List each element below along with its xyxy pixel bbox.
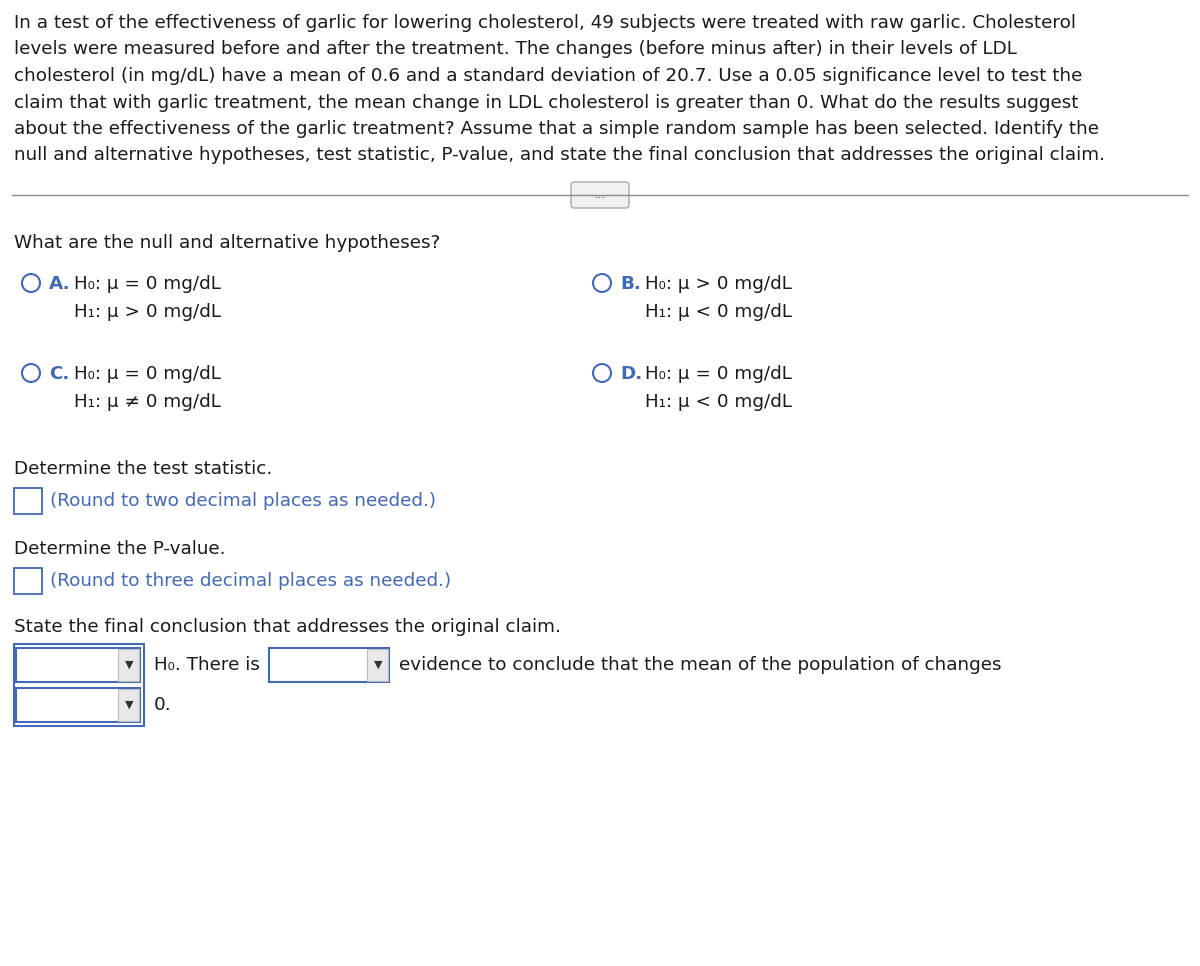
Bar: [14, 644, 144, 726]
Bar: [16, 688, 140, 722]
Text: Determine the P-value.: Determine the P-value.: [14, 540, 226, 558]
Text: levels were measured before and after the treatment. The changes (before minus a: levels were measured before and after th…: [14, 41, 1016, 59]
Text: 0.: 0.: [154, 696, 172, 714]
Text: H₀: μ = 0 mg/dL: H₀: μ = 0 mg/dL: [74, 365, 221, 383]
Bar: [118, 689, 139, 721]
Text: Determine the test statistic.: Determine the test statistic.: [14, 460, 272, 478]
Text: H₀: μ = 0 mg/dL: H₀: μ = 0 mg/dL: [74, 275, 221, 293]
Bar: [14, 568, 42, 594]
Text: B.: B.: [620, 275, 641, 293]
Text: In a test of the effectiveness of garlic for lowering cholesterol, 49 subjects w: In a test of the effectiveness of garlic…: [14, 14, 1076, 32]
Text: What are the null and alternative hypotheses?: What are the null and alternative hypoth…: [14, 234, 440, 252]
Text: ▼: ▼: [373, 660, 383, 670]
Text: (Round to three decimal places as needed.): (Round to three decimal places as needed…: [50, 572, 451, 590]
Text: H₀: μ > 0 mg/dL: H₀: μ > 0 mg/dL: [646, 275, 792, 293]
Text: H₁: μ < 0 mg/dL: H₁: μ < 0 mg/dL: [646, 393, 792, 411]
Text: C.: C.: [49, 365, 70, 383]
Text: (Round to two decimal places as needed.): (Round to two decimal places as needed.): [50, 492, 436, 510]
Circle shape: [22, 274, 40, 292]
Text: State the final conclusion that addresses the original claim.: State the final conclusion that addresse…: [14, 618, 560, 636]
Circle shape: [22, 364, 40, 382]
Text: ▼: ▼: [125, 700, 133, 710]
Text: ▼: ▼: [125, 660, 133, 670]
Bar: [16, 648, 140, 682]
Text: claim that with garlic treatment, the mean change in LDL cholesterol is greater : claim that with garlic treatment, the me…: [14, 94, 1079, 111]
Bar: [14, 488, 42, 514]
Bar: [367, 649, 388, 681]
Text: H₁: μ ≠ 0 mg/dL: H₁: μ ≠ 0 mg/dL: [74, 393, 221, 411]
Bar: [118, 649, 139, 681]
FancyBboxPatch shape: [571, 182, 629, 208]
Circle shape: [593, 274, 611, 292]
Text: H₁: μ > 0 mg/dL: H₁: μ > 0 mg/dL: [74, 303, 221, 321]
Text: A.: A.: [49, 275, 71, 293]
Text: ...: ...: [594, 188, 606, 202]
Bar: [269, 648, 389, 682]
Text: evidence to conclude that the mean of the population of changes: evidence to conclude that the mean of th…: [398, 656, 1002, 674]
Text: cholesterol (in mg/dL) have a mean of 0.6 and a standard deviation of 20.7. Use : cholesterol (in mg/dL) have a mean of 0.…: [14, 67, 1082, 85]
Text: H₀. There is: H₀. There is: [154, 656, 260, 674]
Text: D.: D.: [620, 365, 642, 383]
Text: H₁: μ < 0 mg/dL: H₁: μ < 0 mg/dL: [646, 303, 792, 321]
Text: about the effectiveness of the garlic treatment? Assume that a simple random sam: about the effectiveness of the garlic tr…: [14, 120, 1099, 138]
Text: null and alternative hypotheses, test statistic, P-value, and state the final co: null and alternative hypotheses, test st…: [14, 147, 1105, 164]
Circle shape: [593, 364, 611, 382]
Text: H₀: μ = 0 mg/dL: H₀: μ = 0 mg/dL: [646, 365, 792, 383]
